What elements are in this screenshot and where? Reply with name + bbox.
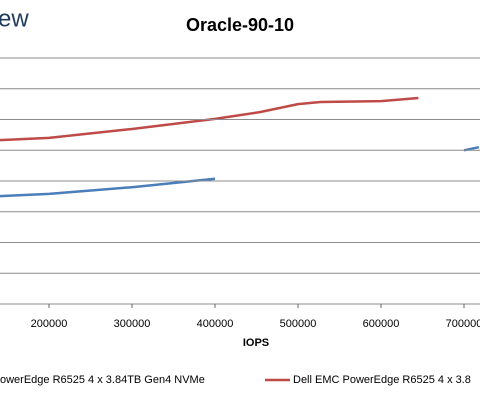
x-tick-label: 400000 xyxy=(197,318,234,330)
chart-title: Oracle-90-10 xyxy=(186,15,294,35)
series-line xyxy=(0,96,419,142)
legend-label: Dell EMC PowerEdge R6525 4 x 3.8 xyxy=(293,374,471,386)
x-tick-label: 300000 xyxy=(114,318,151,330)
x-tick-label: 500000 xyxy=(280,318,317,330)
x-tick-label: 600000 xyxy=(363,318,400,330)
x-axis-label: IOPS xyxy=(243,337,269,349)
x-tick-label: 700000 xyxy=(446,318,480,330)
logo: ew xyxy=(0,5,29,32)
series-line xyxy=(0,145,480,198)
x-tick-label: 200000 xyxy=(31,318,68,330)
legend-label: owerEdge R6525 4 x 3.84TB Gen4 NVMe xyxy=(0,374,205,386)
